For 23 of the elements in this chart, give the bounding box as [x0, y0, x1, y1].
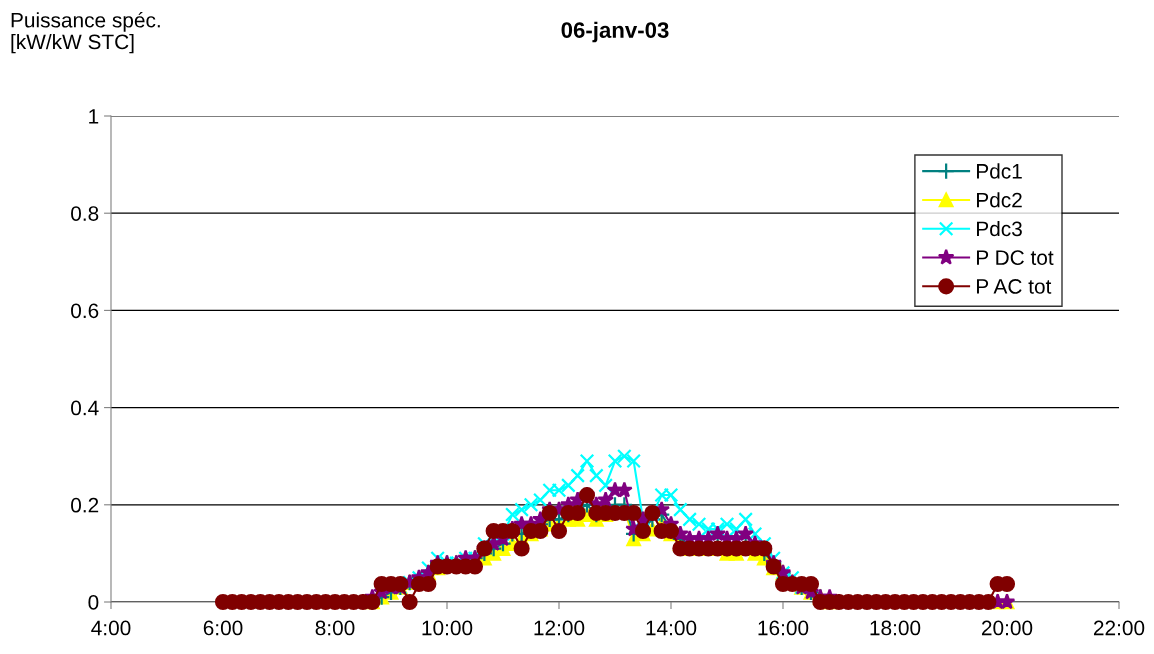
y-tick-label: 1 [89, 109, 99, 124]
x-tick-label: 18:00 [870, 620, 921, 636]
legend-label: Pdc2 [977, 192, 1022, 208]
x-tick-label: 20:00 [981, 620, 1033, 636]
x-tick-label: 14:00 [646, 620, 697, 636]
x-tick-label: 4:00 [91, 620, 131, 636]
y-tick-label: 0.2 [71, 497, 99, 513]
y-tick-label: 0 [88, 595, 99, 610]
x-tick-label: 6:00 [203, 620, 243, 636]
legend-label: P DC tot [977, 250, 1054, 266]
legend-label: Pdc1 [977, 163, 1022, 179]
chart-title: 06-janv-03 [561, 21, 669, 43]
x-tick-label: 22:00 [1093, 620, 1145, 636]
y-tick-label: 0.6 [71, 303, 99, 319]
y-axis-title: Puissance spéc. [kW/kW STC] [11, 12, 160, 54]
x-tick-label: 12:00 [534, 620, 585, 636]
legend-label: P AC tot [977, 279, 1052, 294]
x-tick-label: 10:00 [422, 620, 473, 636]
y-tick-label: 0.8 [71, 206, 99, 221]
x-tick-label: 16:00 [758, 620, 809, 636]
legend-label: Pdc3 [977, 220, 1022, 237]
y-tick-label: 0.4 [71, 400, 99, 416]
x-tick-label: 8:00 [315, 620, 355, 636]
